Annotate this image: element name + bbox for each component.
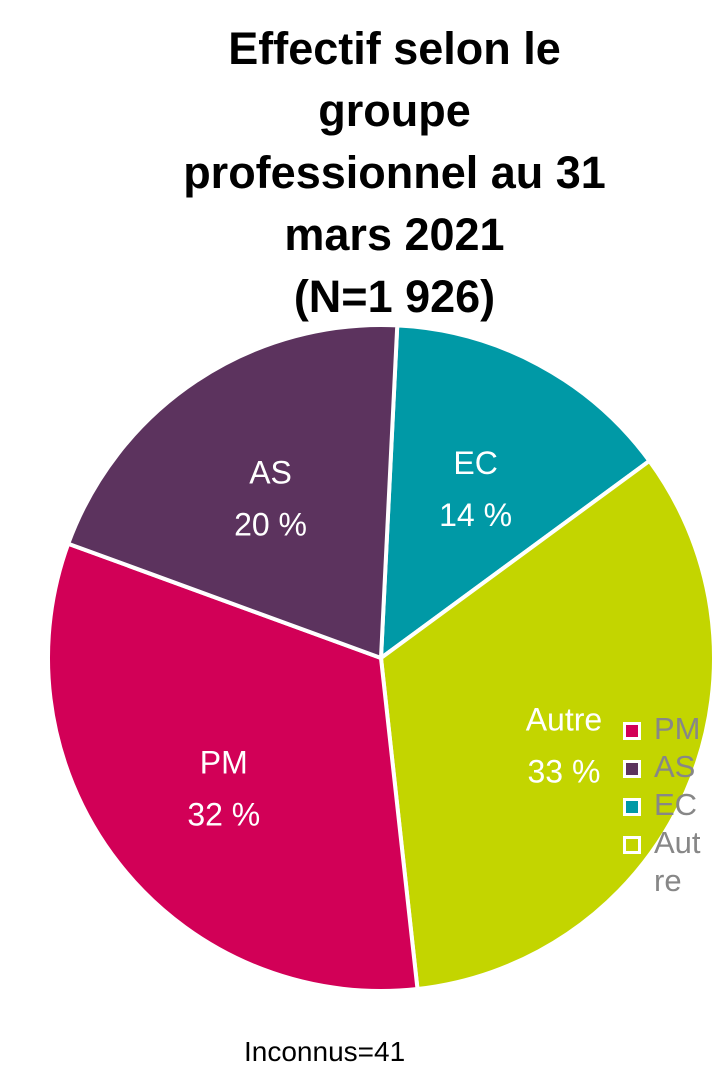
- chart-title: Effectif selon le groupe professionnel a…: [92, 18, 697, 328]
- slice-value-label-as: 20 %: [234, 507, 307, 543]
- pie-slice-pm: [46, 541, 420, 993]
- slice-category-label-pm: PM: [200, 744, 248, 780]
- chart-legend: PM AS EC Autre: [624, 710, 714, 900]
- slice-category-label-as: AS: [249, 455, 292, 491]
- slice-category-label-autre: Autre: [526, 701, 602, 737]
- slice-value-label-autre: 33 %: [527, 753, 600, 789]
- slice-value-label-ec: 14 %: [439, 497, 512, 533]
- legend-label-ec: EC: [654, 787, 698, 822]
- legend-swatch-ec: [624, 799, 640, 815]
- legend-label-as: AS: [654, 749, 696, 784]
- pie-slice-autre: [379, 458, 716, 991]
- legend-item-ec: EC: [624, 786, 714, 824]
- chart-title-line: (N=1 926): [293, 271, 496, 322]
- legend-label-autre: Autre: [654, 825, 701, 898]
- legend-item-autre: Autre: [624, 824, 714, 900]
- chart-title-line: mars 2021: [284, 209, 505, 260]
- footnote-unknown-count: Inconnus=41: [244, 1036, 406, 1067]
- pie-slice-ec: [379, 323, 652, 660]
- legend-item-pm: PM: [624, 710, 714, 748]
- slice-category-label-ec: EC: [453, 445, 497, 481]
- chart-title-line: groupe: [318, 85, 471, 136]
- pie-slice-as: [66, 323, 400, 660]
- legend-swatch-as: [624, 761, 640, 777]
- legend-label-pm: PM: [654, 711, 701, 746]
- slice-value-label-pm: 32 %: [187, 796, 260, 832]
- legend-swatch-pm: [624, 723, 640, 739]
- chart-title-line: Effectif selon le: [228, 23, 561, 74]
- legend-swatch-autre: [624, 837, 640, 853]
- chart-title-line: professionnel au 31: [183, 147, 606, 198]
- legend-item-as: AS: [624, 748, 714, 786]
